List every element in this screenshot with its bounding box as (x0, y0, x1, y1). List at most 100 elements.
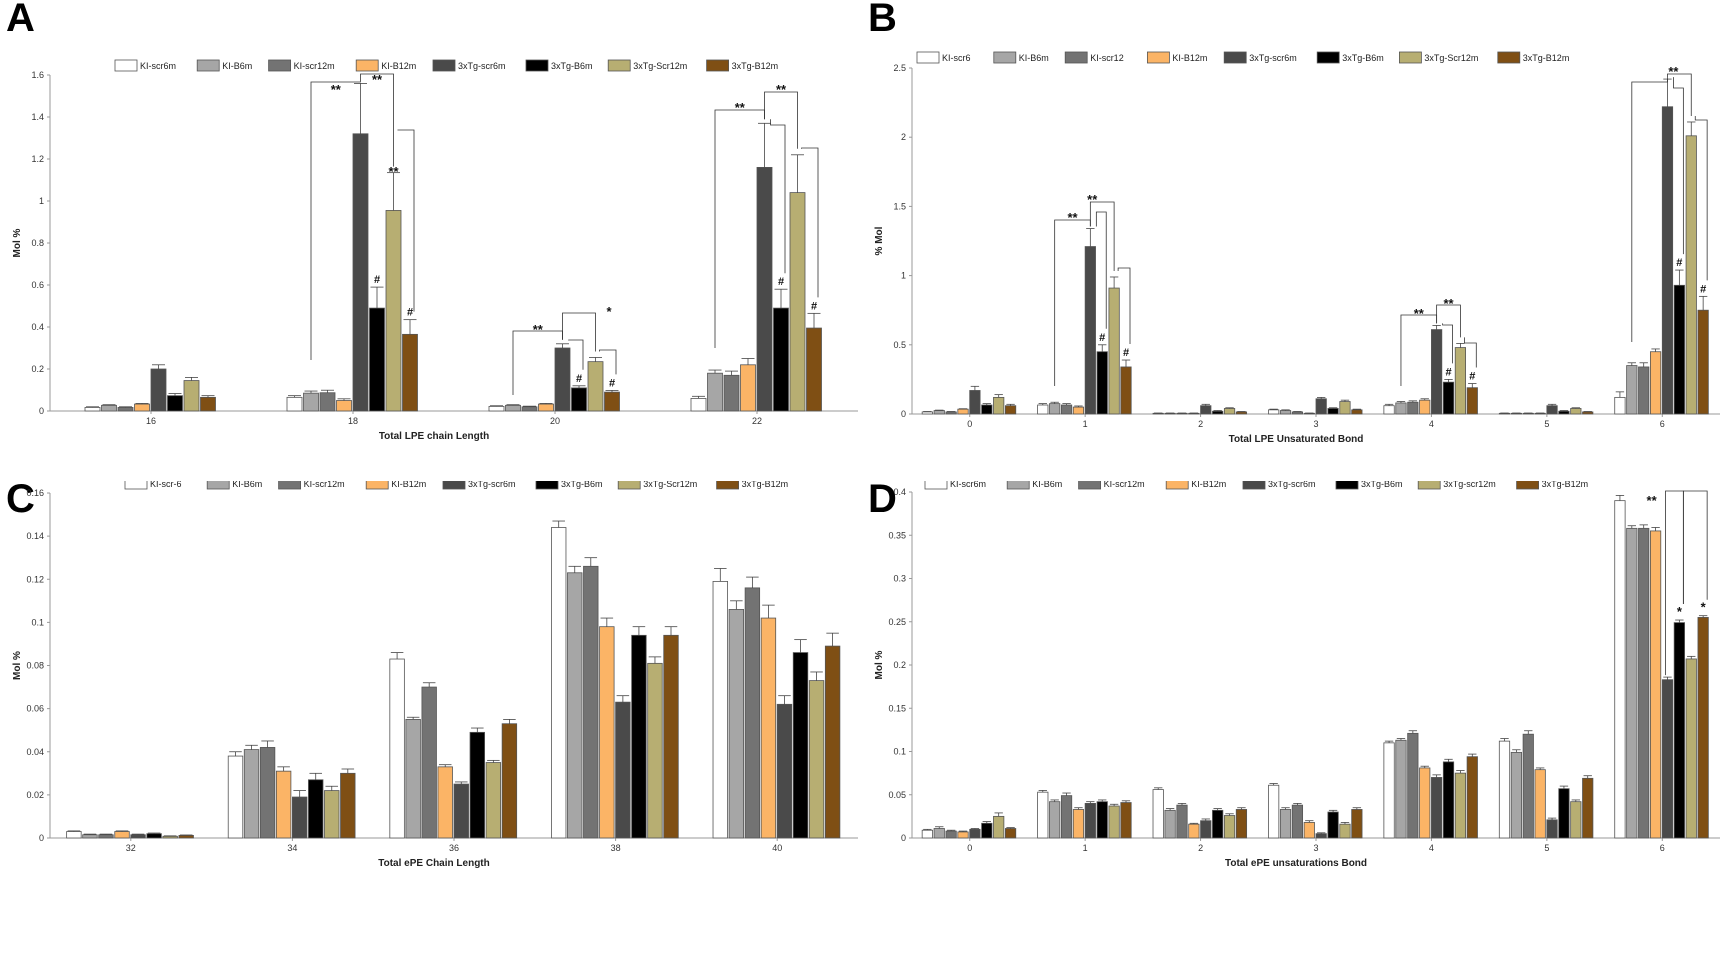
bar (615, 701, 631, 839)
bar (1614, 396, 1626, 415)
bar (1649, 530, 1662, 839)
legend-swatch (114, 59, 138, 72)
y-tick-label: 0.1 (893, 747, 906, 757)
legend-entry: 3xTg-B12m (1523, 53, 1570, 63)
legend-entry: 3xTg-scr6m (458, 61, 506, 71)
bar (303, 392, 319, 412)
bar (1004, 828, 1017, 839)
significance-bracket (764, 91, 798, 149)
y-tick-label: 0 (901, 409, 906, 419)
legend-entry: 3xTg-Scr12m (633, 61, 687, 71)
significance-label: ** (533, 322, 544, 337)
bar (1049, 403, 1061, 415)
x-tick-label: 16 (146, 416, 156, 426)
significance-label: ** (776, 82, 787, 97)
bar (1546, 405, 1558, 415)
significance-label: # (407, 307, 413, 319)
significance-label: # (1445, 366, 1451, 378)
legend-entry: 3xTg-B12m (1542, 481, 1589, 489)
bar (1558, 410, 1570, 415)
bar (101, 404, 117, 412)
bar (352, 133, 369, 412)
y-tick-label: 0.5 (893, 340, 906, 350)
bar (1351, 809, 1363, 839)
legend-entry: 3xTg-B12m (732, 61, 779, 71)
legend-swatch (442, 481, 466, 490)
bar (1339, 401, 1351, 415)
significance-label: ** (1647, 493, 1658, 508)
bar (599, 626, 615, 839)
bar (712, 581, 728, 839)
bar (340, 772, 356, 839)
bar (178, 835, 194, 839)
significance-label: ** (735, 100, 746, 115)
bar (1614, 500, 1626, 839)
bar (167, 395, 183, 412)
y-tick-label: 2.5 (893, 63, 906, 73)
bar (1060, 404, 1073, 415)
bar (567, 572, 583, 839)
legend-entry: KI-B6m (1032, 481, 1062, 489)
chart-d: 0 0.05 0.1 0.15 0.2 0.25 0.3 0.35 0.4 0 1 2 3 4 5 6 Tota… (874, 481, 1720, 869)
bar (286, 396, 303, 412)
bar (521, 406, 538, 412)
bar (1498, 740, 1511, 839)
bar (957, 408, 969, 415)
bar (1004, 405, 1017, 415)
legend-swatch (993, 51, 1017, 64)
legend-entry: KI-B12m (1191, 481, 1226, 489)
bar (571, 387, 587, 412)
bar (1407, 401, 1419, 415)
y-tick-label: 0.6 (31, 280, 44, 290)
y-tick-label: 1.2 (31, 154, 44, 164)
bar (1315, 398, 1327, 415)
bar (1454, 772, 1466, 839)
bar (981, 404, 993, 415)
bar (760, 617, 777, 839)
x-tick-label: 22 (752, 416, 762, 426)
legend-swatch (1497, 51, 1521, 64)
bar (1442, 761, 1455, 839)
bar (117, 407, 134, 412)
bar (1661, 679, 1674, 839)
bar (1466, 387, 1478, 415)
significance-label: ** (1668, 64, 1679, 79)
x-tick-label: 4 (1429, 419, 1434, 429)
bar (808, 680, 825, 839)
legend-entry: 3xTg-scr12m (1443, 481, 1496, 489)
legend-entry: 3xTg-B12m (742, 481, 789, 489)
bar (728, 609, 745, 839)
legend-entry: 3xTg-Scr12m (643, 481, 697, 489)
significance-label: * (606, 304, 612, 319)
bar (336, 400, 352, 412)
chart-c: 0 0.02 0.04 0.06 0.08 0.1 0.12 0.14 0.16 32 34 36 38… (12, 481, 858, 869)
bar (1661, 106, 1674, 415)
significance-bracket (770, 119, 786, 274)
y-tick-label: 0.02 (26, 790, 44, 800)
y-tick-label: 0.05 (888, 790, 906, 800)
significance-label: ** (1087, 192, 1098, 207)
bar (183, 380, 200, 412)
legend-swatch (1078, 481, 1102, 490)
legend-entry: 3xTg-scr6m (1268, 481, 1316, 489)
significance-label: * (1677, 604, 1683, 619)
legend-entry: KI-scr12 (1090, 53, 1124, 63)
x-tick-label: 3 (1313, 419, 1318, 429)
significance-bracket (1464, 337, 1477, 368)
bar (1291, 804, 1304, 839)
bar (421, 686, 437, 839)
y-tick-label: 1 (39, 196, 44, 206)
x-tick-label: 5 (1544, 419, 1549, 429)
bar (744, 587, 761, 839)
bar (631, 634, 647, 839)
bar (981, 822, 993, 839)
bar (1626, 365, 1638, 415)
y-tick-label: 2 (901, 132, 906, 142)
bar (1327, 408, 1339, 415)
x-axis-label: Total LPE Unsaturated Bond (1229, 434, 1364, 445)
bar (647, 662, 663, 839)
y-tick-label: 0.25 (888, 617, 906, 627)
bar (1546, 819, 1558, 839)
bar (1685, 135, 1697, 415)
bar (243, 749, 260, 839)
